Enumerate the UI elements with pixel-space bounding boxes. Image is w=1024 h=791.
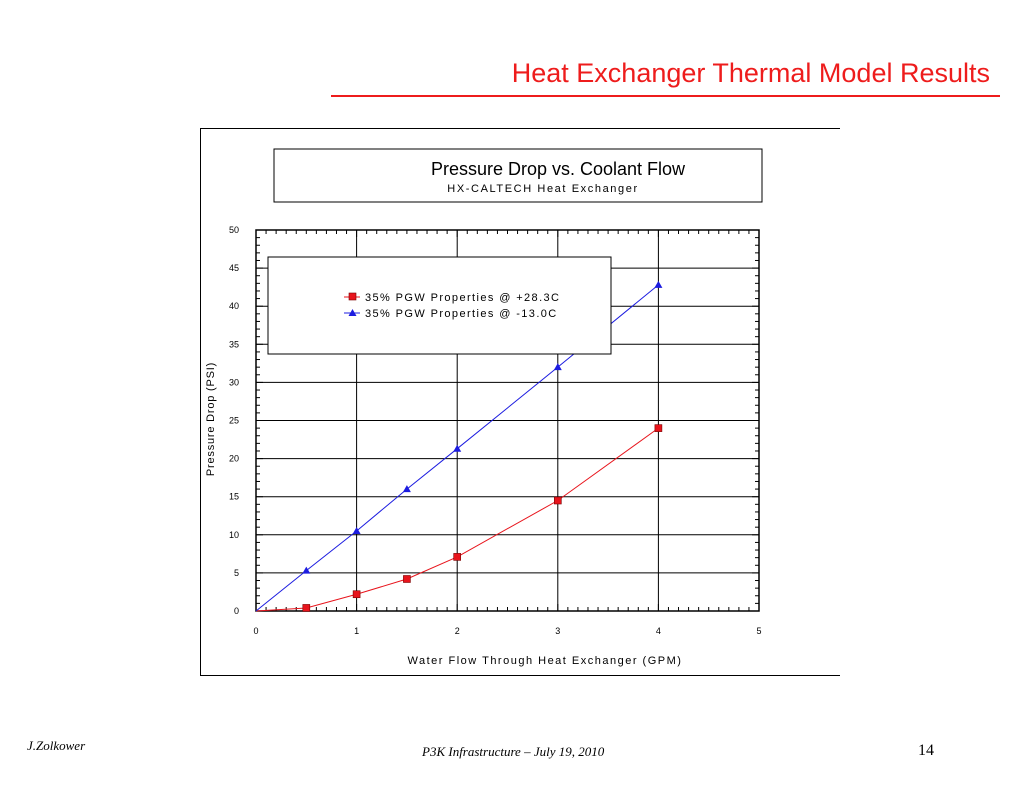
chart-frame: Pressure Drop vs. Coolant Flow HX-CALTEC…: [200, 128, 840, 676]
data-point-series-2: [302, 566, 311, 574]
x-tick-label: 1: [354, 626, 359, 636]
x-axis-label: Water Flow Through Heat Exchanger (GPM): [408, 655, 683, 667]
legend-entry-series-2: 35% PGW Properties @ -13.0C: [344, 308, 558, 320]
data-point-series-2: [654, 280, 663, 288]
data-point-series-1: [352, 590, 361, 599]
data-point-series-2: [352, 526, 361, 534]
data-point-series-1: [553, 496, 562, 505]
y-tick-label: 40: [229, 301, 239, 311]
legend-entry-series-1: 35% PGW Properties @ +28.3C: [344, 292, 560, 304]
data-point-series-1: [654, 424, 663, 432]
footer-author: J.Zolkower: [27, 738, 86, 753]
title-underline: [331, 95, 1000, 97]
data-point-series-2: [453, 444, 462, 452]
y-tick-label: 5: [234, 568, 239, 578]
y-tick-label: 45: [229, 263, 239, 273]
x-tick-label: 2: [455, 626, 460, 636]
legend-label-series-1: 35% PGW Properties @ +28.3C: [365, 292, 560, 304]
page-number: 14: [918, 742, 934, 759]
y-tick-label: 10: [229, 530, 239, 540]
data-point-series-1: [453, 553, 461, 561]
chart-title-box: [273, 148, 763, 203]
y-tick-label: 25: [229, 416, 239, 426]
legend-marker-series-1: [348, 292, 357, 301]
x-tick-label: 4: [656, 626, 661, 636]
chart-subtitle: HX-CALTECH Heat Exchanger: [447, 183, 638, 195]
y-tick-label: 30: [229, 377, 239, 387]
data-point-series-1: [403, 575, 411, 583]
pressure-drop-chart: Pressure Drop vs. Coolant Flow HX-CALTEC…: [205, 148, 763, 667]
legend-label-series-2: 35% PGW Properties @ -13.0C: [365, 308, 558, 320]
data-point-series-1: [302, 604, 311, 612]
y-tick-label: 35: [229, 339, 239, 349]
x-tick-label: 5: [756, 626, 761, 636]
y-tick-label: 50: [229, 225, 239, 235]
x-tick-label: 0: [253, 626, 258, 636]
y-tick-label: 20: [229, 454, 239, 464]
series-layer: [255, 280, 663, 612]
y-axis-label: Pressure Drop (PSI): [205, 362, 217, 476]
y-tick-label: 15: [229, 492, 239, 502]
slide-title: Heat Exchanger Thermal Model Results: [511, 58, 990, 88]
data-point-series-2: [553, 363, 562, 371]
footer-event: P3K Infrastructure – July 19, 2010: [422, 744, 605, 759]
y-tick-label: 0: [234, 606, 239, 616]
legend-marker-series-2: [348, 309, 357, 316]
x-tick-label: 3: [555, 626, 560, 636]
data-point-series-2: [402, 485, 411, 493]
chart-title: Pressure Drop vs. Coolant Flow: [431, 159, 686, 179]
legend-box: [267, 256, 612, 355]
